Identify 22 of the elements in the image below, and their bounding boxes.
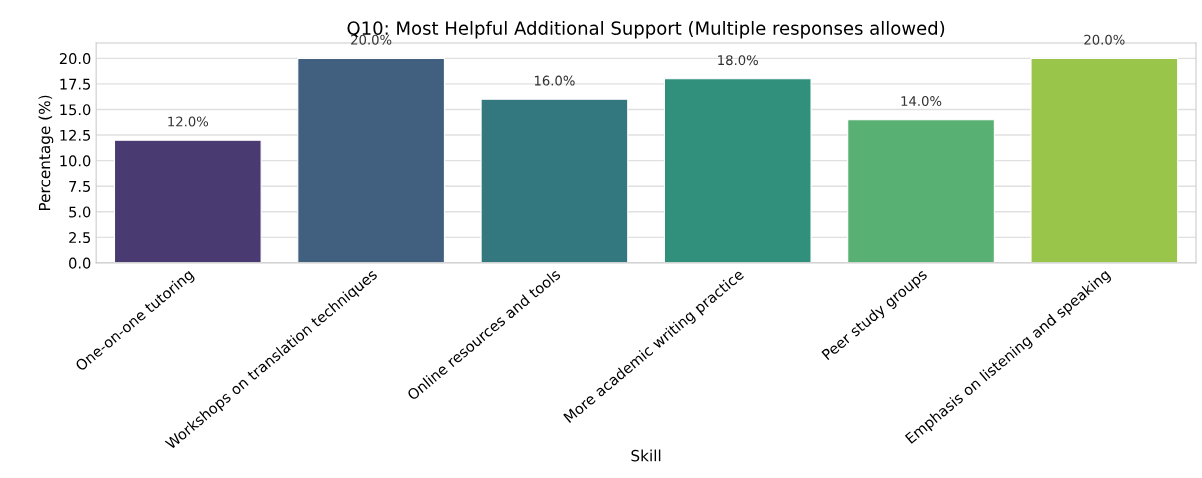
bar — [663, 78, 812, 263]
y-tick-label: 17.5 — [60, 78, 91, 90]
y-tick-label: 20.0 — [59, 53, 91, 65]
y-axis-title: Percentage (%) — [38, 95, 54, 211]
data-label: 16.0% — [534, 75, 575, 86]
y-tick-label: 15.0 — [60, 104, 91, 116]
data-label: 14.0% — [901, 96, 942, 107]
bar — [847, 119, 995, 263]
x-axis-title: Skill — [631, 449, 661, 462]
y-tick-label: 2.5 — [69, 232, 91, 244]
y-tick-label: 0.0 — [69, 257, 91, 269]
y-tick-label: 5.0 — [69, 206, 91, 218]
data-label: 20.0% — [1084, 34, 1125, 45]
data-label: 18.0% — [718, 55, 758, 66]
bar — [1030, 57, 1179, 263]
y-tick-label: 12.5 — [60, 129, 91, 141]
bar — [297, 57, 445, 263]
y-tick-label: 7.5 — [69, 181, 91, 192]
bar — [113, 139, 262, 263]
bar — [480, 98, 629, 263]
y-tick-label: 10.0 — [60, 155, 91, 167]
data-label: 12.0% — [168, 116, 209, 127]
